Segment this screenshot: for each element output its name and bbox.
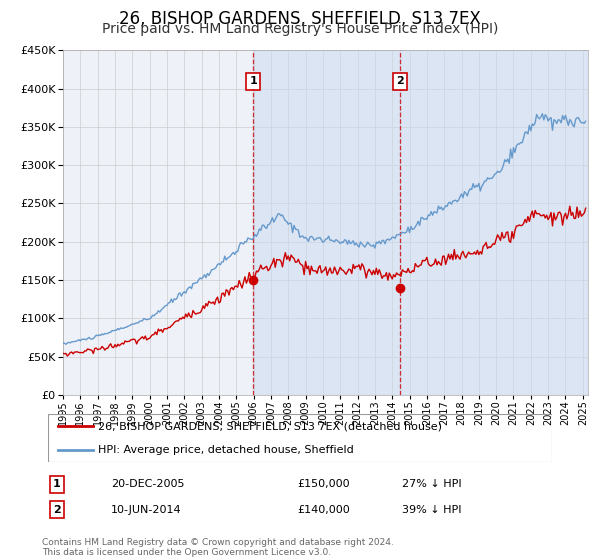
Text: HPI: Average price, detached house, Sheffield: HPI: Average price, detached house, Shef… xyxy=(98,445,354,455)
Bar xyxy=(400,50,588,395)
Text: Price paid vs. HM Land Registry's House Price Index (HPI): Price paid vs. HM Land Registry's House … xyxy=(102,22,498,36)
Text: 27% ↓ HPI: 27% ↓ HPI xyxy=(402,479,461,489)
Text: 1: 1 xyxy=(249,76,257,86)
Text: £150,000: £150,000 xyxy=(297,479,350,489)
Bar xyxy=(253,50,400,395)
Text: 2: 2 xyxy=(396,76,404,86)
Text: 10-JUN-2014: 10-JUN-2014 xyxy=(111,505,182,515)
Text: 1: 1 xyxy=(53,479,61,489)
Text: 2: 2 xyxy=(53,505,61,515)
Text: 20-DEC-2005: 20-DEC-2005 xyxy=(111,479,185,489)
Text: 26, BISHOP GARDENS, SHEFFIELD, S13 7EX (detached house): 26, BISHOP GARDENS, SHEFFIELD, S13 7EX (… xyxy=(98,421,442,431)
Text: 26, BISHOP GARDENS, SHEFFIELD, S13 7EX: 26, BISHOP GARDENS, SHEFFIELD, S13 7EX xyxy=(119,10,481,28)
Text: Contains HM Land Registry data © Crown copyright and database right 2024.
This d: Contains HM Land Registry data © Crown c… xyxy=(42,538,394,557)
Text: 39% ↓ HPI: 39% ↓ HPI xyxy=(402,505,461,515)
Text: £140,000: £140,000 xyxy=(297,505,350,515)
